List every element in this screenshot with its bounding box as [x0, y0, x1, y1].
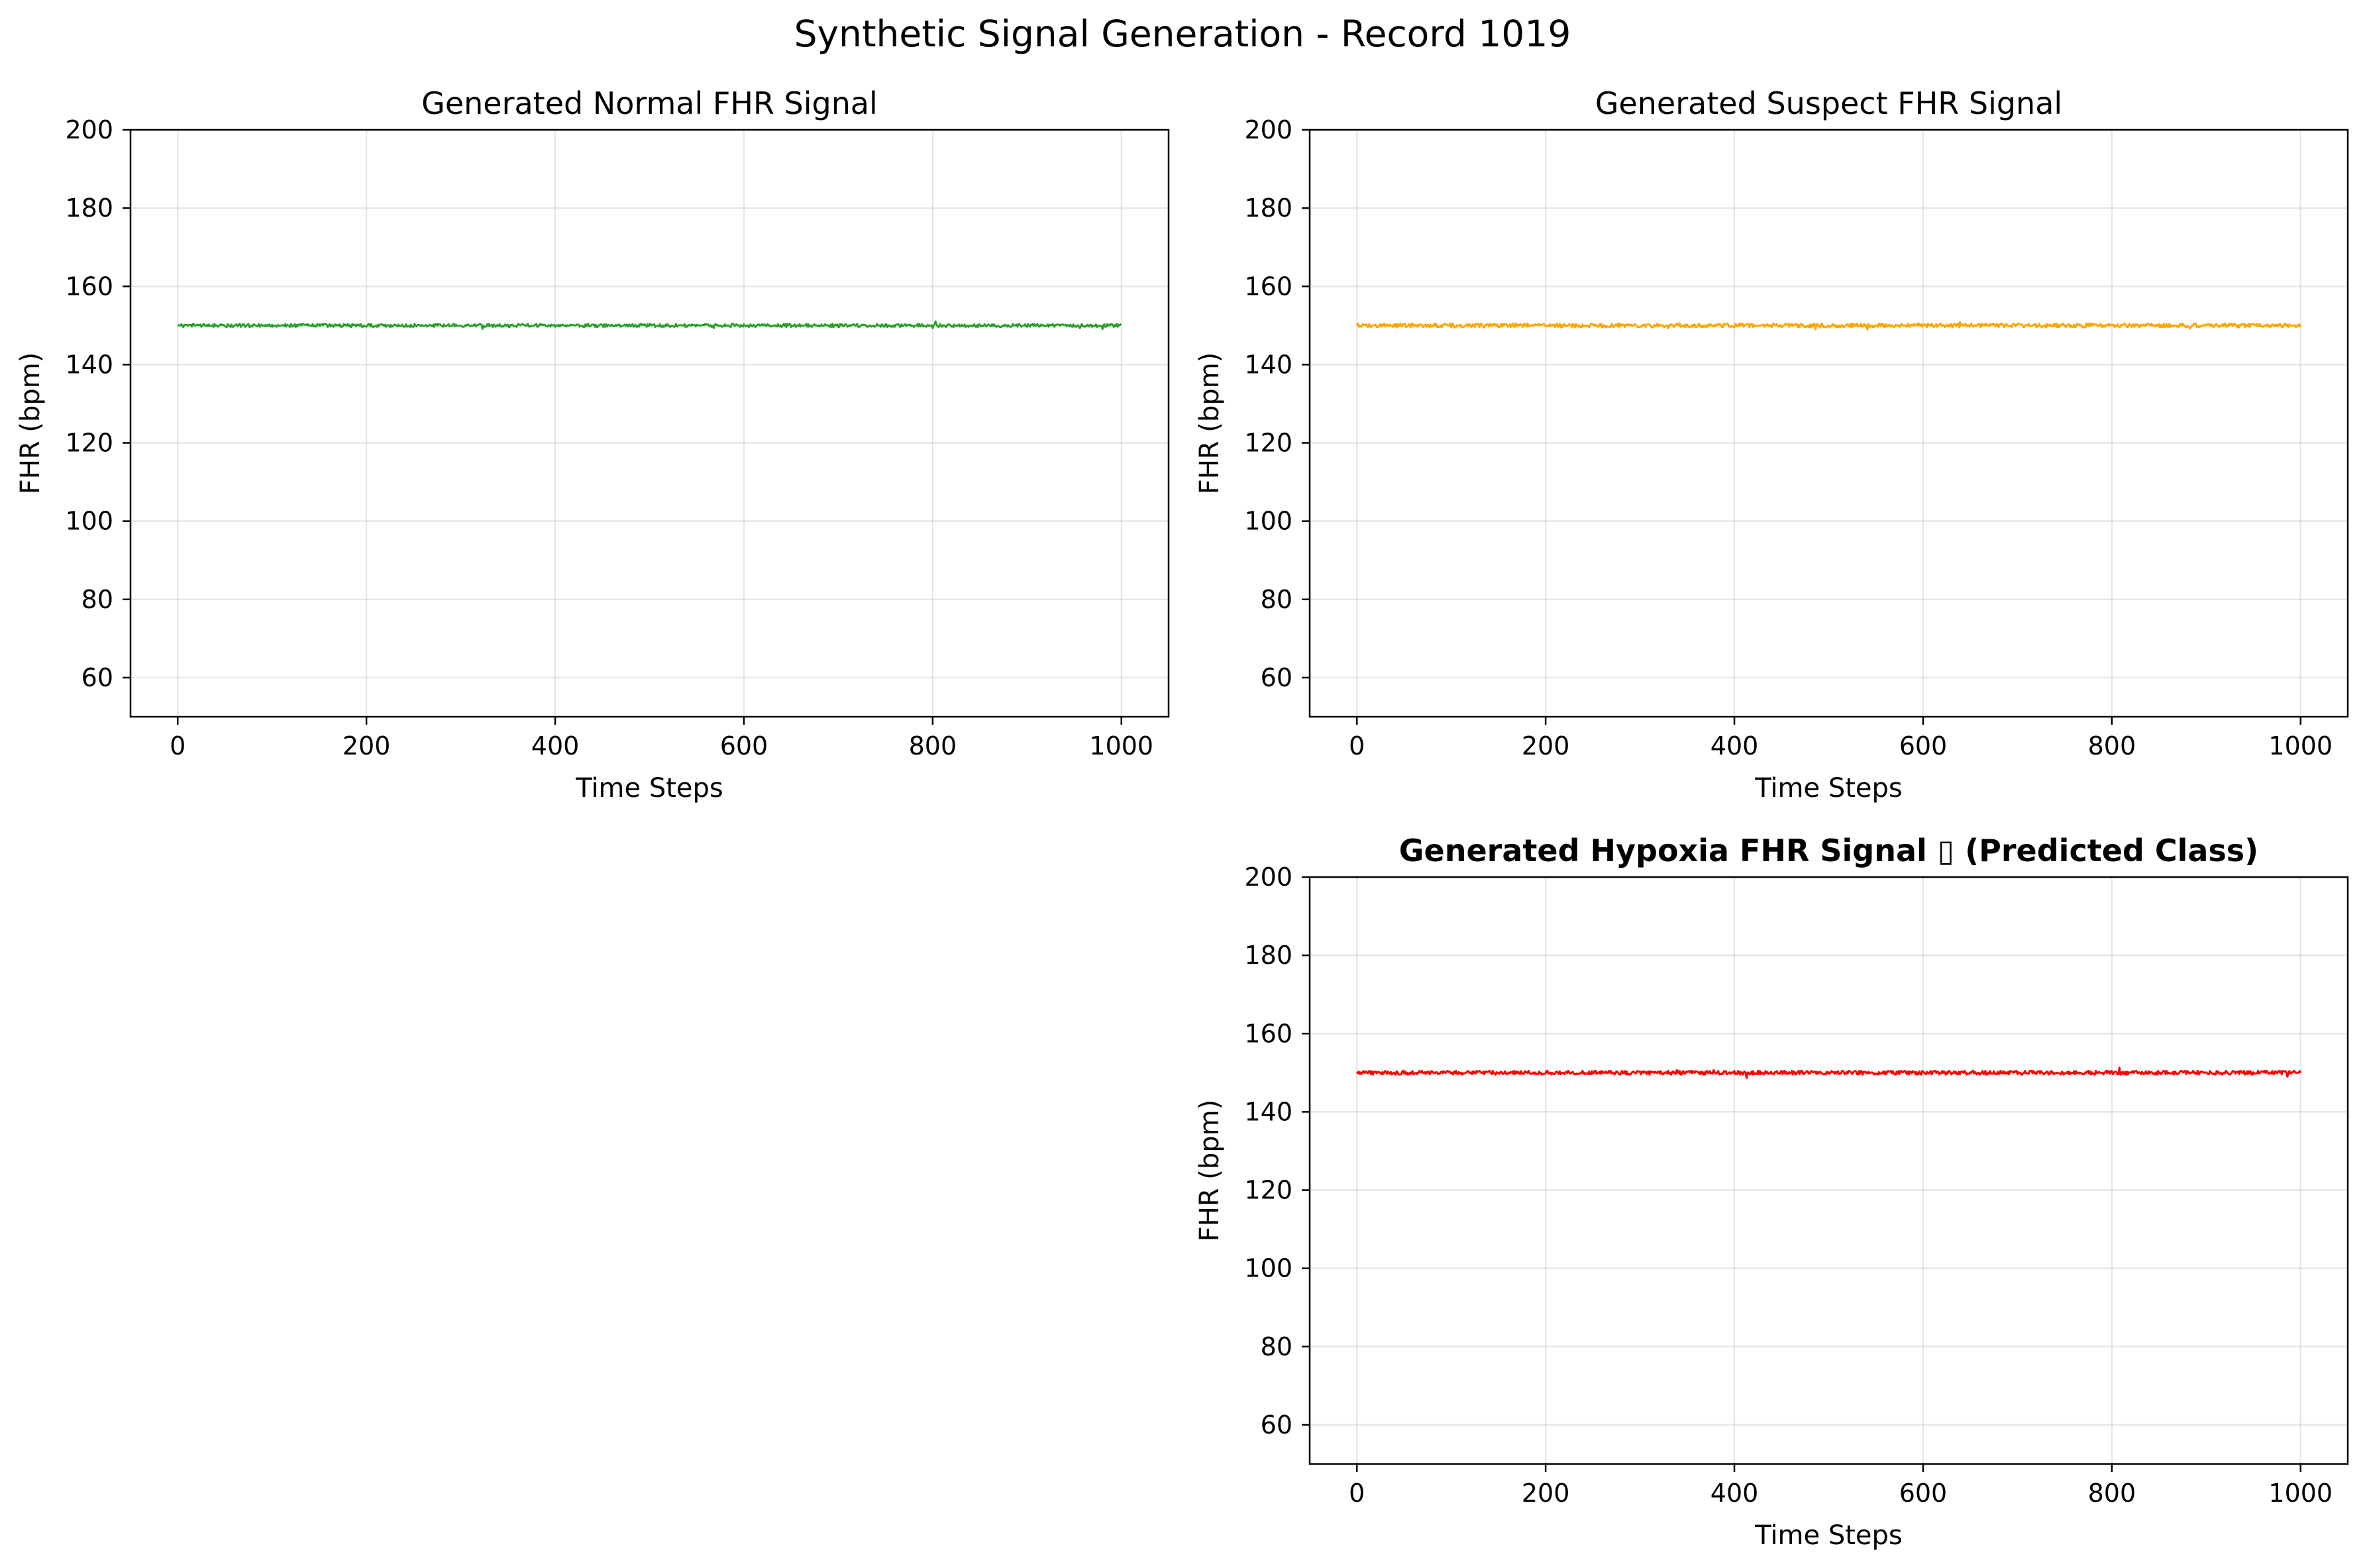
suspect-y-tick-label: 80 — [1261, 585, 1292, 614]
suspect-y-axis-label: FHR (bpm) — [1194, 352, 1225, 495]
suspect-y-tick-label: 200 — [1244, 115, 1292, 144]
suspect-x-tick-label: 1000 — [2268, 731, 2333, 760]
hypoxia-x-tick-label: 0 — [1349, 1479, 1365, 1508]
hypoxia-signal-line — [1356, 1067, 2302, 1079]
suspect-x-tick-label: 600 — [1899, 731, 1948, 760]
normal-x-tick-label: 0 — [170, 731, 185, 760]
normal-signal-line — [177, 320, 1122, 331]
suspect-y-tick-label: 140 — [1244, 350, 1292, 379]
suspect-chart-title: Generated Suspect FHR Signal — [1595, 85, 2062, 121]
suspect-y-tick-label: 180 — [1244, 193, 1292, 223]
suspect-y-tick-label: 160 — [1244, 272, 1292, 301]
normal-y-tick-label: 160 — [65, 272, 113, 301]
normal-y-tick-label: 180 — [65, 193, 113, 223]
normal-y-tick-label: 60 — [81, 663, 113, 692]
hypoxia-x-tick-label: 200 — [1522, 1479, 1570, 1508]
normal-axes-frame — [129, 129, 1170, 718]
suspect-y-tick-label: 60 — [1261, 663, 1292, 692]
normal-chart-title: Generated Normal FHR Signal — [421, 85, 878, 121]
normal-y-tick-label: 120 — [65, 429, 113, 458]
normal-y-tick-label: 80 — [81, 585, 113, 614]
normal-y-tick-label: 100 — [65, 507, 113, 536]
suspect-y-tick-label: 120 — [1244, 429, 1292, 458]
hypoxia-y-tick-label: 200 — [1244, 862, 1292, 892]
hypoxia-chart-title: Generated Hypoxia FHR Signal ▯ (Predicte… — [1399, 833, 2258, 868]
hypoxia-y-tick-label: 80 — [1261, 1332, 1292, 1361]
suspect-x-tick-label: 800 — [2088, 731, 2136, 760]
normal-y-axis-label: FHR (bpm) — [15, 352, 46, 495]
normal-x-tick-label: 400 — [531, 731, 580, 760]
hypoxia-x-tick-label: 400 — [1710, 1479, 1759, 1508]
suspect-y-tick-label: 100 — [1244, 507, 1292, 536]
hypoxia-y-tick-label: 160 — [1244, 1019, 1292, 1048]
hypoxia-x-tick-label: 800 — [2088, 1479, 2136, 1508]
hypoxia-x-tick-label: 600 — [1899, 1479, 1948, 1508]
suspect-x-tick-label: 0 — [1349, 731, 1365, 760]
hypoxia-x-axis-label: Time Steps — [1754, 1520, 1903, 1551]
hypoxia-y-tick-label: 180 — [1244, 941, 1292, 970]
hypoxia-y-tick-label: 140 — [1244, 1097, 1292, 1126]
figure-suptitle: Synthetic Signal Generation - Record 101… — [794, 13, 1571, 55]
hypoxia-x-tick-label: 1000 — [2268, 1479, 2333, 1508]
hypoxia-y-tick-label: 60 — [1261, 1410, 1292, 1439]
normal-y-tick-label: 200 — [65, 115, 113, 144]
normal-x-tick-label: 800 — [909, 731, 957, 760]
suspect-axes-frame — [1308, 129, 2349, 718]
suspect-x-tick-label: 200 — [1522, 731, 1570, 760]
normal-x-tick-label: 200 — [342, 731, 391, 760]
chart-panel-hypoxia: 0 200 400 600 800 1000 60 80 100 120 140 160 180 200 G… — [1194, 833, 2349, 1551]
normal-x-tick-label: 1000 — [1089, 731, 1153, 760]
chart-panel-normal: 0 200 400 600 800 1000 60 80 100 120 140 160 180 200 G… — [15, 85, 1170, 804]
chart-panel-suspect: 0 200 400 600 800 1000 60 80 100 120 140 160 180 200 G… — [1194, 85, 2349, 804]
hypoxia-y-axis-label: FHR (bpm) — [1194, 1100, 1225, 1242]
normal-y-tick-label: 140 — [65, 350, 113, 379]
hypoxia-y-tick-label: 120 — [1244, 1176, 1292, 1205]
suspect-signal-line — [1356, 321, 2302, 331]
hypoxia-y-tick-label: 100 — [1244, 1254, 1292, 1283]
hypoxia-axes-frame — [1308, 876, 2349, 1465]
suspect-x-axis-label: Time Steps — [1754, 773, 1903, 804]
normal-x-axis-label: Time Steps — [575, 773, 723, 804]
normal-x-tick-label: 600 — [720, 731, 768, 760]
suspect-x-tick-label: 400 — [1710, 731, 1759, 760]
